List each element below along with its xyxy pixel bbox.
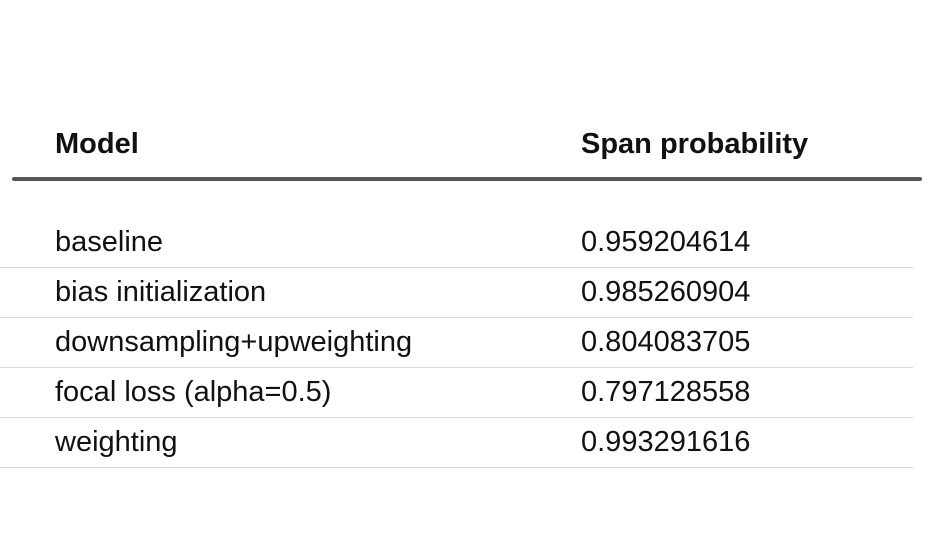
cell-span-probability: 0.804083705: [581, 326, 751, 358]
cell-model: downsampling+upweighting: [55, 326, 413, 358]
table-row: downsampling+upweighting 0.804083705: [0, 318, 944, 368]
table-body: baseline 0.959204614 bias initialization…: [0, 218, 944, 468]
cell-model: baseline: [55, 226, 164, 258]
cell-span-probability: 0.985260904: [581, 276, 751, 308]
cell-span-probability: 0.959204614: [581, 226, 751, 258]
table-row: focal loss (alpha=0.5) 0.797128558: [0, 368, 944, 418]
column-header-span-probability: Span probability: [581, 128, 809, 160]
table-row: weighting 0.993291616: [0, 418, 944, 468]
cell-span-probability: 0.993291616: [581, 426, 751, 458]
cell-model: weighting: [55, 426, 178, 458]
table-row: bias initialization 0.985260904: [0, 268, 944, 318]
cell-model: bias initialization: [55, 276, 267, 308]
table-row: baseline 0.959204614: [0, 218, 944, 268]
cell-model: focal loss (alpha=0.5): [55, 376, 332, 408]
cell-span-probability: 0.797128558: [581, 376, 751, 408]
table-header-row: Model Span probability: [0, 120, 944, 168]
column-header-model: Model: [55, 128, 139, 160]
header-divider: [12, 177, 922, 181]
